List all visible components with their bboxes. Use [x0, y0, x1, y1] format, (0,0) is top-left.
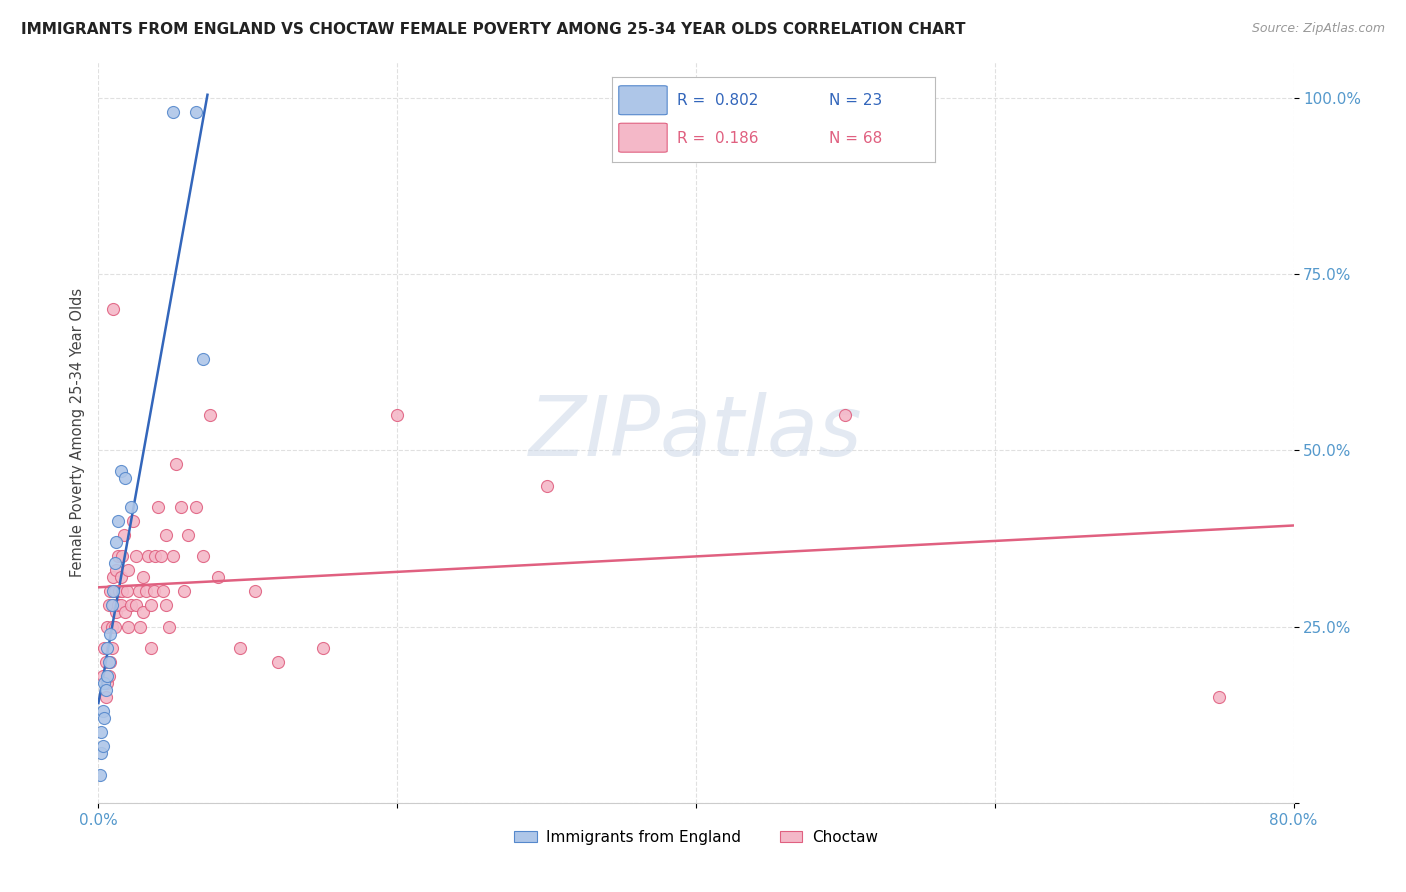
Point: [104, 556, 127, 570]
Point: [97, 599, 120, 613]
Point: [97, 655, 120, 669]
Point: [93, 711, 115, 725]
Point: [105, 606, 128, 620]
Point: [89, 767, 111, 781]
Point: [117, 563, 139, 577]
Point: [98, 584, 122, 599]
Point: [111, 549, 134, 563]
Point: [200, 408, 222, 422]
Point: [112, 528, 135, 542]
Point: [136, 549, 159, 563]
Point: [101, 640, 124, 655]
Point: [169, 500, 191, 514]
Point: [110, 599, 132, 613]
Point: [139, 599, 162, 613]
Point: [107, 549, 129, 563]
Point: [121, 514, 143, 528]
Point: [207, 570, 229, 584]
Point: [103, 599, 125, 613]
Y-axis label: Female Poverty Among 25-34 Year Olds: Female Poverty Among 25-34 Year Olds: [69, 288, 84, 577]
Point: [229, 640, 252, 655]
Point: [94, 683, 117, 698]
Point: [91, 704, 114, 718]
Point: [108, 584, 131, 599]
Text: ZIPatlas: ZIPatlas: [529, 392, 863, 473]
Point: [114, 606, 136, 620]
Text: Source: ZipAtlas.com: Source: ZipAtlas.com: [1251, 22, 1385, 36]
Point: [103, 584, 125, 599]
Point: [90, 747, 112, 761]
Point: [115, 584, 138, 599]
Point: [184, 104, 207, 119]
Point: [129, 619, 152, 633]
Point: [191, 351, 214, 366]
Text: IMMIGRANTS FROM ENGLAND VS CHOCTAW FEMALE POVERTY AMONG 25-34 YEAR OLDS CORRELAT: IMMIGRANTS FROM ENGLAND VS CHOCTAW FEMAL…: [21, 22, 966, 37]
Point: [103, 302, 125, 317]
Point: [105, 563, 128, 577]
Point: [150, 549, 173, 563]
Point: [111, 584, 134, 599]
Point: [107, 599, 129, 613]
Point: [110, 570, 132, 584]
Point: [91, 669, 114, 683]
Point: [103, 570, 125, 584]
Point: [157, 619, 180, 633]
Point: [177, 528, 200, 542]
Point: [165, 458, 187, 472]
Point: [94, 655, 117, 669]
Point: [267, 655, 290, 669]
Point: [110, 464, 132, 478]
Point: [120, 599, 142, 613]
Point: [536, 478, 558, 492]
Point: [311, 640, 333, 655]
Point: [125, 549, 148, 563]
Point: [834, 408, 856, 422]
Legend: Immigrants from England, Choctaw: Immigrants from England, Choctaw: [508, 823, 884, 851]
Point: [96, 619, 118, 633]
Point: [96, 669, 118, 683]
Point: [97, 669, 120, 683]
Point: [143, 549, 166, 563]
Point: [93, 676, 115, 690]
Point: [114, 471, 136, 485]
Point: [385, 408, 409, 422]
Point: [91, 739, 114, 754]
Point: [96, 640, 118, 655]
Point: [94, 690, 117, 704]
Point: [142, 584, 165, 599]
Point: [104, 584, 127, 599]
Point: [184, 500, 207, 514]
Point: [128, 584, 150, 599]
Point: [105, 535, 128, 549]
Point: [98, 655, 122, 669]
Point: [101, 599, 124, 613]
Point: [117, 619, 139, 633]
Point: [104, 619, 127, 633]
Point: [135, 584, 157, 599]
Point: [96, 676, 118, 690]
Point: [245, 584, 267, 599]
Point: [132, 570, 155, 584]
Point: [93, 640, 115, 655]
Point: [132, 606, 155, 620]
Point: [162, 549, 184, 563]
Point: [152, 584, 174, 599]
Point: [120, 500, 142, 514]
Point: [1208, 690, 1230, 704]
Point: [173, 584, 195, 599]
Point: [125, 599, 148, 613]
Point: [155, 599, 177, 613]
Point: [139, 640, 162, 655]
Point: [101, 619, 124, 633]
Point: [107, 514, 129, 528]
Point: [162, 104, 184, 119]
Point: [90, 725, 112, 739]
Point: [191, 549, 214, 563]
Point: [155, 528, 177, 542]
Point: [98, 626, 122, 640]
Point: [148, 500, 170, 514]
